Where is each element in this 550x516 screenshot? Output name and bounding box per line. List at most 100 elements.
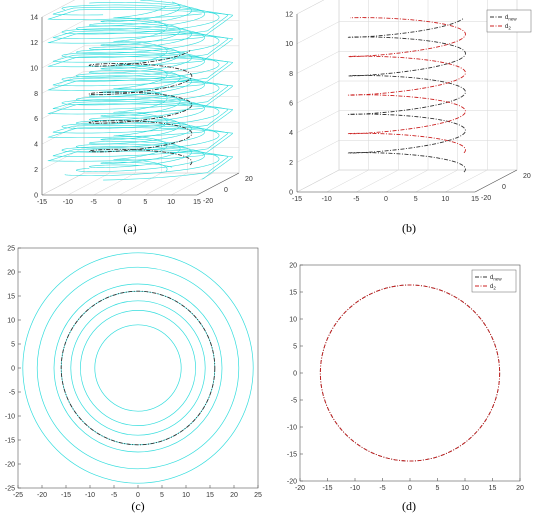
z-gridline	[296, 21, 517, 44]
panel-a-ticks: -15 -10 -5 0 5 10 15 0 2 4 6 8 10 12 14 -20 0 20	[30, 15, 253, 207]
dnew-helix-series	[347, 17, 466, 173]
legend-label-base: d	[505, 24, 508, 30]
panel-a-label: (a)	[123, 221, 136, 235]
y-tick-label: -5	[9, 390, 15, 397]
x-gridline	[445, 0, 488, 193]
legend-label-base: d	[490, 275, 493, 281]
legend-label-base: d	[505, 15, 508, 21]
y-axis-line	[474, 169, 518, 193]
x-tick-label: 0	[136, 492, 140, 499]
x-tick-label: 20	[230, 492, 238, 499]
y-tick-label: 0	[502, 184, 506, 191]
x-tick-label: 0	[408, 485, 412, 492]
cyan-helix-series	[88, 0, 193, 168]
y-tick-label: 20	[289, 263, 297, 270]
y-tick-label: -10	[5, 414, 15, 421]
x-gridline	[326, 0, 369, 193]
panel-b-series	[347, 17, 466, 173]
panel-c-ticks: -25 -20 -15 -10 -5 0 5 10 15 20 25 -25 -20 -15 -10 -5 0 5…	[5, 246, 262, 500]
legend-label-sub: 2	[493, 286, 496, 291]
x-tick-label: -15	[322, 485, 332, 492]
y-tick-label: -20	[5, 462, 15, 469]
x-tick-label: -20	[295, 485, 305, 492]
panel-d-axes	[299, 264, 521, 482]
x-gridline	[385, 0, 429, 193]
x-tick-label: -20	[37, 492, 47, 499]
y-tick-label: -20	[481, 195, 491, 202]
x-tick-label: -10	[63, 199, 73, 206]
z-tick-label: 8	[289, 71, 293, 78]
y-tick-label: -15	[287, 452, 297, 459]
x-tick-label: 20	[516, 485, 524, 492]
x-tick-label: 5	[160, 492, 164, 499]
legend-label-sub: new	[493, 277, 502, 282]
legend-label-sub: new	[508, 17, 517, 22]
x-tick-label: 10	[441, 196, 449, 203]
cyan-circle-series	[53, 283, 223, 453]
cyan-circle-series	[36, 266, 240, 470]
legend-label-sub: 2	[508, 26, 511, 31]
y-tick-label: 20	[523, 173, 531, 180]
z-gridline	[296, 51, 517, 74]
x-tick-label: 5	[414, 196, 418, 203]
z-tick-label: 6	[289, 101, 293, 108]
panel-b-ticks: -15 -10 -5 0 5 10 15 0 2 4 6 8 10 12 -20 0 20	[285, 12, 531, 204]
legend-label: d2	[505, 24, 511, 31]
x-tick-label: 0	[118, 199, 122, 206]
d2-circle-series	[319, 284, 501, 462]
y-tick-label: 10	[7, 318, 15, 325]
x-tick-label: -5	[379, 485, 385, 492]
y-tick-label: 0	[224, 187, 228, 194]
z-tick-label: 6	[34, 116, 38, 123]
x-tick-label: 15	[193, 199, 201, 206]
panel-c-label: (c)	[131, 499, 144, 513]
x-tick-label: -15	[37, 199, 47, 206]
z-tick-label: 4	[34, 142, 38, 149]
cyan-circle-series	[60, 290, 216, 446]
legend-box	[471, 269, 517, 293]
panel-c-axes	[17, 247, 259, 489]
z-gridline	[296, 80, 517, 104]
z-tick-label: 12	[285, 12, 293, 19]
dnew-circle-series	[319, 284, 501, 462]
y-tick-label: 5	[293, 344, 297, 351]
dnew-helix-series	[88, 50, 193, 166]
z-tick-label: 0	[34, 193, 38, 200]
panel-b-label: (b)	[402, 221, 416, 235]
z-tick-label: 0	[289, 190, 293, 197]
x-tick-label: 15	[489, 485, 497, 492]
x-tick-label: -15	[292, 196, 302, 203]
x-tick-label: 5	[436, 485, 440, 492]
z-gridline	[296, 140, 517, 163]
z-tick-label: 10	[30, 65, 38, 72]
x-tick-label: 0	[384, 196, 388, 203]
panel-d-series	[319, 284, 501, 462]
d2-helix-series	[347, 17, 466, 154]
y-tick-label: -20	[287, 479, 297, 486]
x-gridline	[415, 0, 458, 193]
x-tick-label: -10	[350, 485, 360, 492]
x-tick-label: -5	[353, 196, 359, 203]
x-tick-label: 15	[471, 196, 479, 203]
y-tick-label: 10	[289, 317, 297, 324]
x-gridline	[296, 0, 340, 193]
y-tick-label: -10	[287, 425, 297, 432]
y-tick-label: 25	[7, 246, 15, 253]
z-tick-label: 14	[30, 15, 38, 22]
panel-a-chart: -15 -10 -5 0 5 10 15 0 2 4 6 8 10 12 14 -20 0 20 (a)	[30, 0, 253, 235]
y-tick-label: 5	[11, 342, 15, 349]
z-gridline	[41, 0, 75, 18]
y-tick-label: -5	[291, 398, 297, 405]
z-tick-label: 2	[34, 167, 38, 174]
side-pane	[296, 0, 340, 193]
x-tick-label: -5	[91, 199, 97, 206]
x-tick-label: 15	[206, 492, 214, 499]
x-gridline	[171, 0, 214, 196]
y-tick-label: -20	[203, 198, 213, 205]
cyan-circle-series	[80, 310, 196, 426]
y-tick-label: 20	[7, 270, 15, 277]
cyan-circle-series	[70, 300, 206, 436]
y-tick-label: -25	[5, 486, 15, 493]
